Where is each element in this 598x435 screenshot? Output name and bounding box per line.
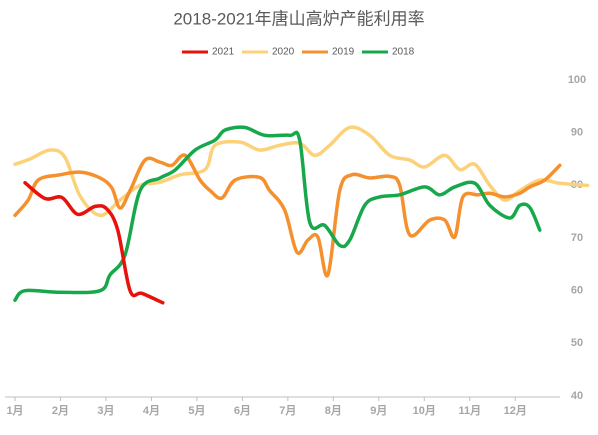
legend-label: 2021 (212, 47, 235, 58)
x-tick-label: 10月 (413, 404, 436, 417)
x-tick-label: 11月 (458, 404, 481, 417)
y-tick-label: 100 (568, 74, 586, 86)
x-tick-label: 2月 (52, 404, 69, 417)
legend-label: 2018 (392, 47, 415, 58)
series-line (13, 125, 542, 302)
x-tick-label: 8月 (325, 404, 342, 417)
chart-title: 2018-2021年唐山高炉产能利用率 (173, 8, 424, 28)
x-tick-label: 4月 (143, 404, 160, 417)
y-tick-label: 40 (571, 390, 583, 402)
y-tick-label: 60 (571, 285, 583, 297)
x-tick-label: 5月 (188, 404, 205, 417)
series-line (13, 125, 590, 218)
series-line (13, 153, 562, 278)
x-tick-label: 9月 (370, 404, 387, 417)
x-tick-label: 12月 (504, 404, 527, 417)
x-tick-label: 7月 (279, 404, 296, 417)
y-tick-label: 90 (571, 127, 583, 139)
y-tick-label: 50 (571, 337, 583, 349)
y-tick-label: 70 (571, 232, 583, 244)
legend-label: 2020 (272, 47, 295, 58)
x-tick-label: 3月 (97, 404, 114, 417)
series-line (23, 180, 165, 305)
x-tick-label: 6月 (234, 404, 251, 417)
x-tick-label: 1月 (6, 404, 23, 417)
legend-label: 2019 (332, 47, 355, 58)
